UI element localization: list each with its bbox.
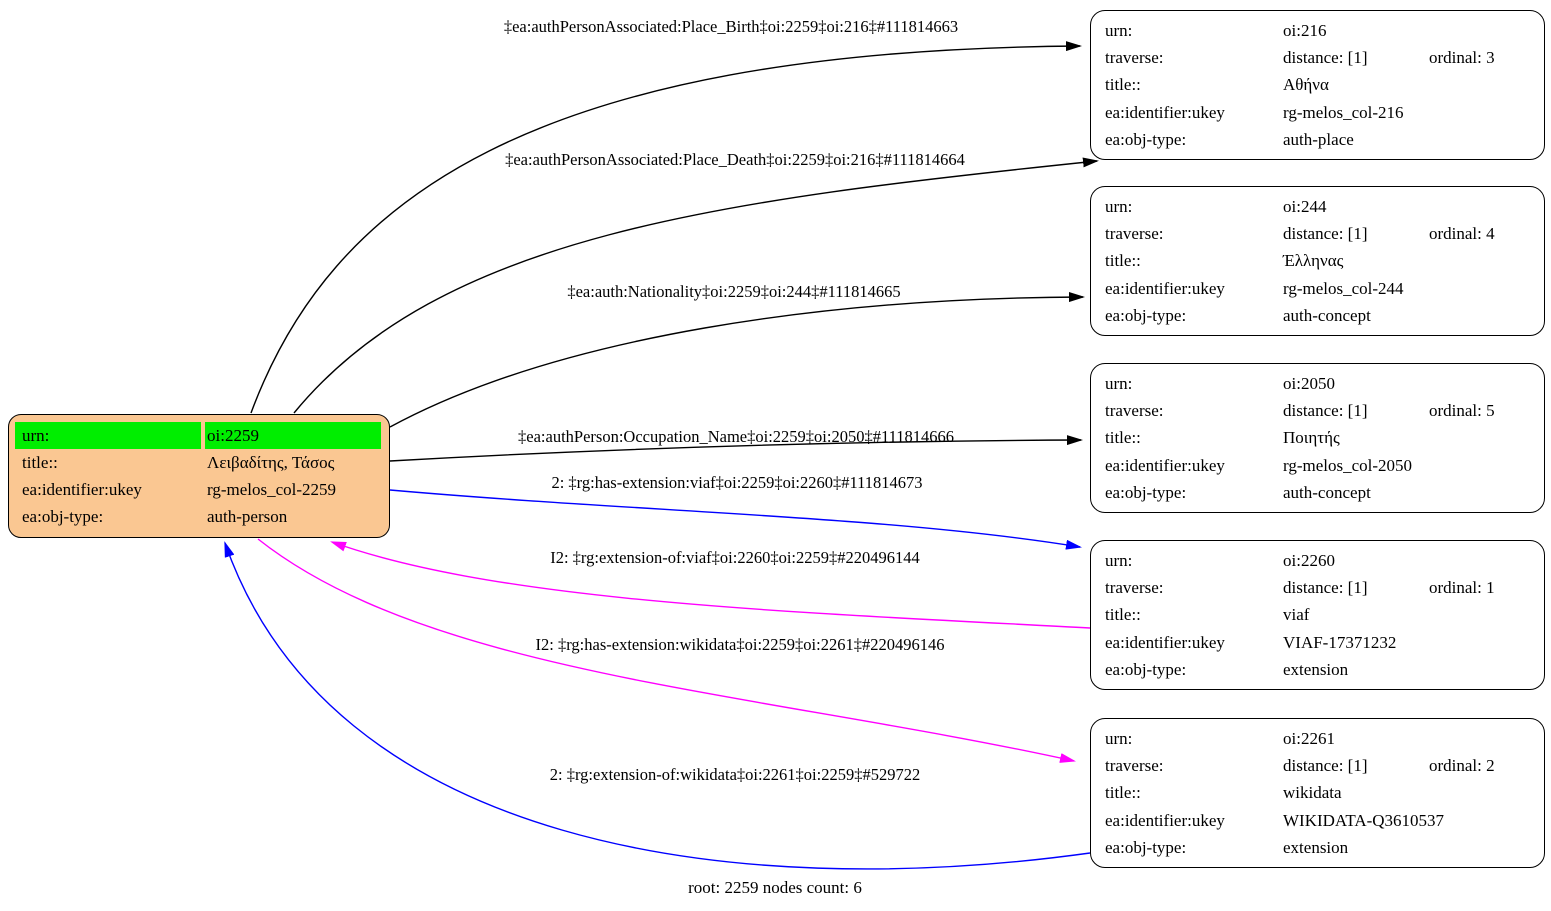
- root-urn-key: urn:: [15, 422, 201, 449]
- graph-footer-label: root: 2259 nodes count: 6: [688, 878, 862, 897]
- node-objtype-value: auth-place: [1283, 129, 1354, 149]
- edge-label-6: I2: ‡rg:has-extension:wikidata‡oi:2259‡o…: [535, 635, 945, 654]
- root-ukey-key: ea:identifier:ukey: [22, 480, 142, 499]
- root-row-urn: urn: oi:2259: [15, 422, 383, 449]
- node-traverse-key: traverse:: [1105, 756, 1164, 776]
- node-urn-value: oi:244: [1283, 197, 1327, 216]
- edge-label-1: ‡ea:authPersonAssociated:Place_Death‡oi:…: [505, 150, 965, 169]
- node-distance-value: distance: [1]: [1283, 401, 1368, 421]
- node-ordinal-value: ordinal: 2: [1429, 756, 1495, 776]
- node-ordinal-value: ordinal: 4: [1429, 224, 1495, 244]
- node-box-oi-244[interactable]: urn: oi:244 traverse: distance: [1] ordi…: [1090, 186, 1545, 336]
- edge-label-0: ‡ea:authPersonAssociated:Place_Birth‡oi:…: [503, 17, 959, 36]
- node-urn-key: urn:: [1105, 374, 1133, 393]
- node-objtype-value: extension: [1283, 837, 1349, 857]
- edge-line-6: [257, 538, 1076, 763]
- node-ukey-value: rg-melos_col-2050: [1283, 455, 1413, 475]
- node-box-oi-216[interactable]: urn: oi:216 traverse: distance: [1] ordi…: [1090, 10, 1545, 160]
- edge-line-4: [389, 489, 1082, 550]
- node-objtype-value: extension: [1283, 659, 1349, 679]
- node-title-key: title::: [1105, 251, 1141, 271]
- node-urn-value: oi:216: [1283, 21, 1327, 40]
- node-objtype-key: ea:obj-type:: [1105, 659, 1187, 679]
- edge-label-4: 2: ‡rg:has-extension:viaf‡oi:2259‡oi:226…: [551, 473, 923, 492]
- node-title-key: title::: [1105, 428, 1141, 448]
- node-ukey-value: WIKIDATA-Q3610537: [1283, 810, 1445, 830]
- node-ukey-value: rg-melos_col-216: [1283, 102, 1404, 122]
- node-urn-key: urn:: [1105, 729, 1133, 748]
- node-ukey-key: ea:identifier:ukey: [1105, 632, 1225, 652]
- node-objtype-value: auth-concept: [1283, 305, 1371, 325]
- edge-line-3: [389, 435, 1083, 462]
- node-ordinal-value: ordinal: 5: [1429, 401, 1495, 421]
- node-traverse-key: traverse:: [1105, 224, 1164, 244]
- node-urn-value: oi:2260: [1283, 551, 1335, 570]
- node-ukey-key: ea:identifier:ukey: [1105, 455, 1225, 475]
- edge-label-3: ‡ea:authPerson:Occupation_Name‡oi:2259‡o…: [518, 427, 954, 446]
- node-urn-value: oi:2261: [1283, 729, 1335, 748]
- root-title-value: Λειβαδίτης, Τάσος: [207, 453, 335, 472]
- node-title-value: Ποιητής: [1283, 428, 1340, 448]
- node-ukey-key: ea:identifier:ukey: [1105, 810, 1225, 830]
- node-ukey-key: ea:identifier:ukey: [1105, 102, 1225, 122]
- root-node-box[interactable]: urn: oi:2259 title:: Λειβαδίτης, Τάσος e…: [8, 414, 390, 538]
- node-traverse-key: traverse:: [1105, 48, 1164, 68]
- edge-label-2: ‡ea:auth:Nationality‡oi:2259‡oi:244‡#111…: [567, 282, 901, 301]
- node-distance-value: distance: [1]: [1283, 578, 1368, 598]
- edge-line-5: [330, 541, 1091, 629]
- node-ukey-key: ea:identifier:ukey: [1105, 278, 1225, 298]
- node-distance-value: distance: [1]: [1283, 48, 1368, 68]
- node-ukey-value: VIAF-17371232: [1283, 632, 1397, 652]
- node-title-value: wikidata: [1283, 783, 1342, 803]
- node-ukey-value: rg-melos_col-244: [1283, 278, 1404, 298]
- node-objtype-key: ea:obj-type:: [1105, 482, 1187, 502]
- edge-label-5: I2: ‡rg:extension-of:viaf‡oi:2260‡oi:225…: [550, 548, 920, 567]
- node-urn-key: urn:: [1105, 197, 1133, 216]
- node-distance-value: distance: [1]: [1283, 224, 1368, 244]
- node-ordinal-value: ordinal: 1: [1429, 578, 1495, 598]
- node-box-oi-2050[interactable]: urn: oi:2050 traverse: distance: [1] ord…: [1090, 363, 1545, 513]
- node-title-key: title::: [1105, 783, 1141, 803]
- root-objtype-value: auth-person: [207, 507, 288, 526]
- edge-line-1: [293, 157, 1099, 414]
- node-urn-key: urn:: [1105, 21, 1133, 40]
- root-objtype-key: ea:obj-type:: [22, 507, 104, 526]
- node-title-key: title::: [1105, 605, 1141, 625]
- root-urn-value: oi:2259: [205, 422, 381, 449]
- node-urn-value: oi:2050: [1283, 374, 1335, 393]
- node-box-oi-2260[interactable]: urn: oi:2260 traverse: distance: [1] ord…: [1090, 540, 1545, 690]
- root-ukey-value: rg-melos_col-2259: [207, 480, 337, 499]
- edge-line-7: [224, 541, 1091, 870]
- node-title-value: Έλληνας: [1283, 251, 1344, 271]
- node-objtype-key: ea:obj-type:: [1105, 305, 1187, 325]
- node-box-oi-2261[interactable]: urn: oi:2261 traverse: distance: [1] ord…: [1090, 718, 1545, 868]
- root-row-title: title:: Λειβαδίτης, Τάσος: [15, 449, 383, 476]
- edge-label-7: 2: ‡rg:extension-of:wikidata‡oi:2261‡oi:…: [549, 765, 921, 784]
- node-title-value: Αθήνα: [1283, 75, 1329, 95]
- edge-line-0: [250, 41, 1082, 414]
- node-distance-value: distance: [1]: [1283, 756, 1368, 776]
- node-objtype-key: ea:obj-type:: [1105, 837, 1187, 857]
- node-ordinal-value: ordinal: 3: [1429, 48, 1495, 68]
- root-title-key: title::: [22, 453, 58, 472]
- root-objtype-row: ea:obj-type: auth-person: [15, 503, 383, 530]
- node-traverse-key: traverse:: [1105, 401, 1164, 421]
- node-title-value: viaf: [1283, 605, 1310, 625]
- node-title-key: title::: [1105, 75, 1141, 95]
- node-objtype-key: ea:obj-type:: [1105, 129, 1187, 149]
- node-traverse-key: traverse:: [1105, 578, 1164, 598]
- node-objtype-value: auth-concept: [1283, 482, 1371, 502]
- edge-line-2: [389, 292, 1085, 428]
- node-urn-key: urn:: [1105, 551, 1133, 570]
- root-ukey-row: ea:identifier:ukey rg-melos_col-2259: [15, 476, 383, 503]
